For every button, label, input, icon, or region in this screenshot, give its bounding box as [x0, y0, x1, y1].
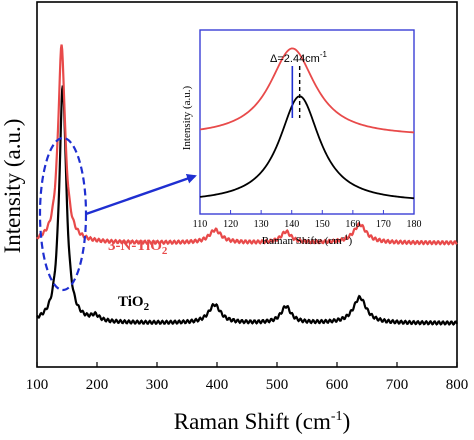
inset-y-axis-title: Intensity (a.u.) [181, 85, 193, 150]
main-x-tick-label: 600 [326, 377, 349, 393]
main-x-tick-label: 200 [86, 377, 109, 393]
main-x-tick-labels: 100 200 300 400 500 600 700 800 [26, 377, 469, 393]
inset-x-tick-label: 110 [193, 219, 208, 230]
main-x-axis-title: Raman Shift (cm-1) [174, 409, 350, 434]
peak-highlight-ellipse [38, 136, 88, 292]
main-x-ticks [36, 362, 458, 367]
inset-series-line [199, 95, 415, 200]
series-label-tio2: TiO2 [118, 294, 150, 313]
series-label-3-n-tio2: 3-N-TiO2 [108, 238, 168, 257]
inset-x-tick-label: 160 [345, 219, 360, 230]
inset-x-tick-label: 150 [315, 219, 330, 230]
main-y-axis-title: Intensity (a.u.) [0, 119, 25, 254]
inset-delta-label: Δ=2.44cm-1 [270, 50, 328, 65]
inset-x-tick-labels: 110 120 130 140 150 160 170 180 [193, 219, 422, 230]
inset-series-group [199, 47, 415, 200]
zoom-arrow [85, 173, 197, 216]
inset-x-tick-label: 170 [376, 219, 391, 230]
inset-shift-annotation [291, 66, 301, 118]
inset-x-axis-title: Raman Shifte (cm-1) [262, 233, 353, 247]
inset-series-line [199, 47, 415, 134]
inset-plot-frame [199, 29, 415, 215]
main-x-tick-label: 500 [266, 377, 289, 393]
main-x-tick-label: 300 [146, 377, 169, 393]
main-series-line [36, 85, 458, 326]
main-x-tick-label: 700 [386, 377, 409, 393]
inset-x-tick-label: 120 [223, 219, 238, 230]
inset-x-ticks [199, 210, 415, 214]
inset-x-tick-label: 130 [254, 219, 269, 230]
main-series-group [36, 44, 458, 326]
inset-x-tick-label: 140 [284, 219, 299, 230]
main-series-line [36, 44, 458, 246]
main-x-tick-label: 400 [206, 377, 229, 393]
inset-x-tick-label: 180 [407, 219, 422, 230]
main-x-tick-label: 800 [446, 377, 469, 393]
main-plot-frame [36, 1, 458, 368]
main-x-tick-label: 100 [26, 377, 49, 393]
